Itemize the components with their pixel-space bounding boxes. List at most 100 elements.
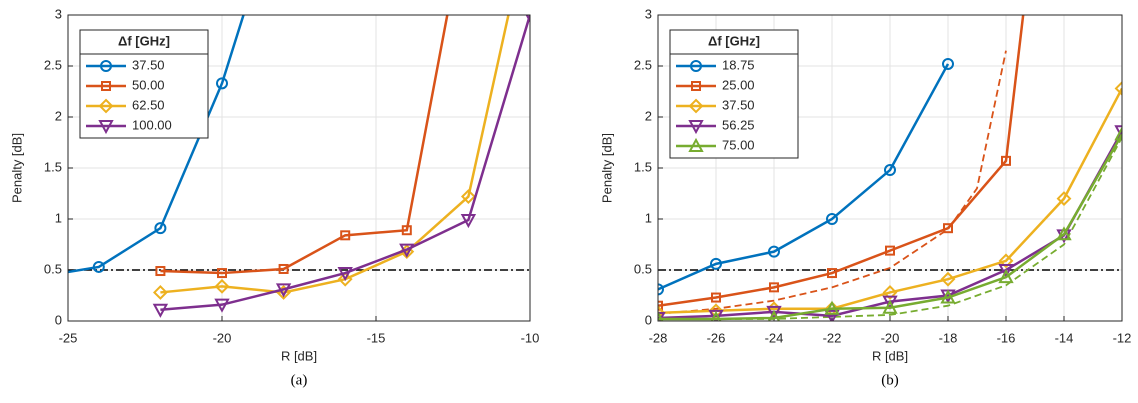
legend-label: 37.50 — [132, 57, 165, 72]
legend-label: 100.00 — [132, 117, 172, 132]
x-tick-label: -28 — [649, 330, 668, 345]
marker — [688, 137, 704, 152]
marker — [882, 285, 898, 300]
marker — [100, 60, 112, 72]
y-axis-label: Penalty [dB] — [599, 133, 614, 203]
y-tick-label: 0.5 — [44, 261, 62, 276]
x-tick-label: -22 — [823, 330, 842, 345]
marker — [998, 253, 1014, 269]
line — [68, 15, 245, 274]
marker — [401, 225, 412, 236]
line — [658, 87, 1122, 315]
marker — [399, 243, 415, 258]
marker — [824, 300, 840, 315]
y-tick-label: 0.5 — [634, 261, 652, 276]
marker — [766, 305, 782, 320]
marker — [768, 245, 780, 258]
series-layer — [32, 15, 530, 318]
marker — [940, 289, 956, 304]
marker — [827, 268, 837, 279]
x-tick-label: -10 — [521, 330, 540, 345]
legend-label: 75.00 — [722, 137, 755, 152]
marker — [275, 283, 292, 298]
x-tick-label: -16 — [997, 330, 1016, 345]
y-tick-label: 2 — [55, 108, 62, 123]
line — [658, 133, 1122, 321]
y-tick-label: 2.5 — [44, 57, 62, 72]
y-tick-label: 0 — [645, 312, 652, 327]
marker — [32, 272, 42, 282]
marker — [337, 267, 353, 282]
marker — [710, 257, 722, 270]
marker — [826, 213, 838, 225]
marker — [98, 120, 114, 135]
legend-label: 56.25 — [722, 117, 755, 132]
marker — [882, 299, 898, 314]
marker — [1001, 155, 1011, 166]
marker — [658, 300, 663, 311]
legend-title: Δf [GHz] — [118, 33, 170, 48]
marker — [92, 260, 105, 273]
marker — [998, 264, 1014, 279]
legend-title: Δf [GHz] — [708, 33, 760, 48]
y-axis-label: Penalty [dB] — [9, 133, 24, 203]
marker — [1056, 226, 1072, 241]
marker — [690, 60, 702, 72]
line — [160, 15, 530, 312]
x-tick-label: -20 — [881, 330, 900, 345]
marker — [1114, 126, 1122, 141]
marker — [942, 57, 954, 70]
x-tick-label: -20 — [213, 330, 232, 345]
marker — [152, 285, 168, 300]
y-tick-label: 3 — [645, 6, 652, 21]
marker — [998, 269, 1014, 284]
marker — [101, 81, 111, 91]
y-tick-label: 3 — [55, 6, 62, 21]
y-tick-label: 1 — [645, 210, 652, 225]
x-axis-label: R [dB] — [281, 348, 317, 363]
marker — [1114, 81, 1122, 96]
marker — [98, 98, 114, 114]
marker — [940, 271, 956, 287]
y-tick-label: 2.5 — [634, 57, 652, 72]
y-tick-label: 1.5 — [634, 159, 652, 174]
y-tick-label: 2 — [645, 108, 652, 123]
marker — [340, 230, 351, 241]
x-tick-label: -18 — [939, 330, 958, 345]
marker — [278, 263, 289, 274]
marker — [1056, 191, 1072, 207]
marker — [155, 266, 166, 277]
y-tick-label: 1.5 — [44, 159, 62, 174]
legend-label: 18.75 — [722, 57, 755, 72]
line — [658, 15, 1025, 307]
legend-label: 25.00 — [722, 77, 755, 92]
y-tick-label: 1 — [55, 210, 62, 225]
marker — [688, 120, 704, 135]
marker — [214, 278, 230, 294]
marker — [884, 164, 896, 177]
marker — [658, 305, 666, 321]
marker — [769, 282, 779, 293]
marker — [460, 214, 477, 229]
marker — [337, 271, 353, 287]
axes-frame — [657, 14, 1123, 322]
y-tick-label: 0 — [55, 312, 62, 327]
marker — [214, 298, 230, 313]
marker — [658, 283, 664, 296]
legend-label: 62.50 — [132, 97, 165, 112]
marker — [824, 309, 840, 321]
marker — [882, 295, 898, 310]
marker — [691, 81, 701, 91]
line — [658, 63, 950, 291]
marker — [154, 222, 167, 235]
x-tick-label: -26 — [707, 330, 726, 345]
legend-label: 50.00 — [132, 77, 165, 92]
marker — [658, 310, 664, 321]
marker — [710, 310, 722, 321]
marker — [152, 303, 169, 318]
marker — [688, 98, 704, 114]
x-tick-label: -24 — [765, 330, 784, 345]
caption: (a) — [291, 372, 308, 388]
series-layer — [658, 15, 1122, 321]
